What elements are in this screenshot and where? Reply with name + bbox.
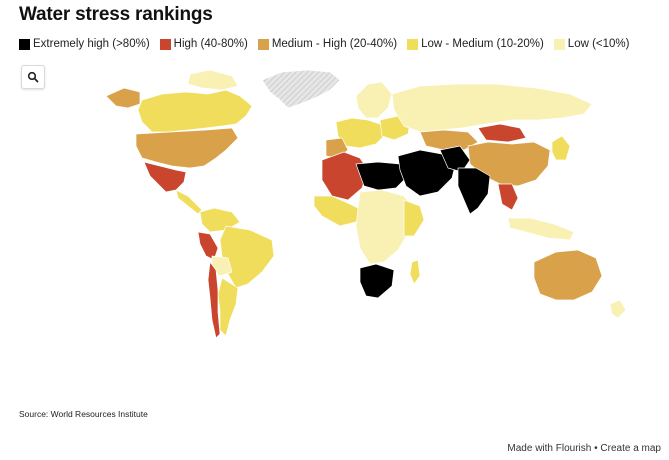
legend-swatch <box>19 38 30 50</box>
region-argentina[interactable] <box>217 277 239 337</box>
region-southern-africa[interactable] <box>359 263 395 299</box>
region-greenland[interactable] <box>261 69 341 109</box>
region-central-america[interactable] <box>175 189 203 215</box>
zoom-button[interactable] <box>21 65 45 89</box>
source-note: Source: World Resources Institute <box>19 409 148 419</box>
create-map-link[interactable]: Create a map <box>600 443 661 454</box>
region-chile[interactable] <box>207 261 221 339</box>
legend-swatch <box>553 38 565 50</box>
legend-label: Extremely high (>80%) <box>33 38 150 50</box>
flourish-footer: Made with Flourish • Create a map <box>507 443 661 454</box>
region-korea-japan[interactable] <box>551 135 571 161</box>
world-map[interactable] <box>0 60 669 350</box>
region-scandinavia[interactable] <box>355 81 393 119</box>
made-with-flourish-link[interactable]: Made with Flourish <box>507 443 592 454</box>
legend-item-low[interactable]: Low (<10%) <box>553 38 630 50</box>
region-peru[interactable] <box>197 231 219 261</box>
region-alaska[interactable] <box>105 87 141 109</box>
legend-item-extremely-high[interactable]: Extremely high (>80%) <box>19 38 150 50</box>
search-icon <box>27 71 39 83</box>
region-middle-east[interactable] <box>397 149 457 197</box>
region-mexico[interactable] <box>143 161 187 193</box>
region-russia[interactable] <box>391 83 593 133</box>
region-india[interactable] <box>457 167 491 215</box>
region-libya-egypt[interactable] <box>355 161 407 191</box>
legend-label: Low (<10%) <box>567 38 630 50</box>
region-west-africa[interactable] <box>313 195 363 227</box>
region-usa[interactable] <box>135 127 239 169</box>
region-central-africa[interactable] <box>355 189 417 265</box>
region-new-zealand[interactable] <box>609 299 627 319</box>
region-canada[interactable] <box>137 89 253 133</box>
legend-item-medium-high[interactable]: Medium - High (20-40%) <box>257 38 398 50</box>
region-southeast-asia[interactable] <box>497 183 519 211</box>
legend: Extremely high (>80%) High (40-80%) Medi… <box>19 38 659 50</box>
legend-item-high[interactable]: High (40-80%) <box>159 38 248 50</box>
region-canada-islands[interactable] <box>187 69 239 91</box>
region-mongolia[interactable] <box>477 123 527 143</box>
region-east-africa[interactable] <box>403 199 425 237</box>
region-brazil[interactable] <box>219 225 275 289</box>
region-australia[interactable] <box>533 249 603 301</box>
legend-swatch <box>257 38 269 50</box>
region-madagascar[interactable] <box>409 259 421 285</box>
legend-swatch <box>159 38 171 50</box>
footer-separator: • <box>594 443 598 454</box>
legend-swatch <box>407 38 419 50</box>
region-iran-afghanistan[interactable] <box>439 145 471 173</box>
legend-label: Medium - High (20-40%) <box>271 38 398 50</box>
region-colombia-venezuela[interactable] <box>199 207 241 233</box>
legend-label: Low - Medium (10-20%) <box>421 38 544 50</box>
legend-item-low-medium[interactable]: Low - Medium (10-20%) <box>407 38 544 50</box>
region-indonesia[interactable] <box>507 217 575 241</box>
legend-label: High (40-80%) <box>173 38 248 50</box>
map-title: Water stress rankings <box>19 4 213 25</box>
